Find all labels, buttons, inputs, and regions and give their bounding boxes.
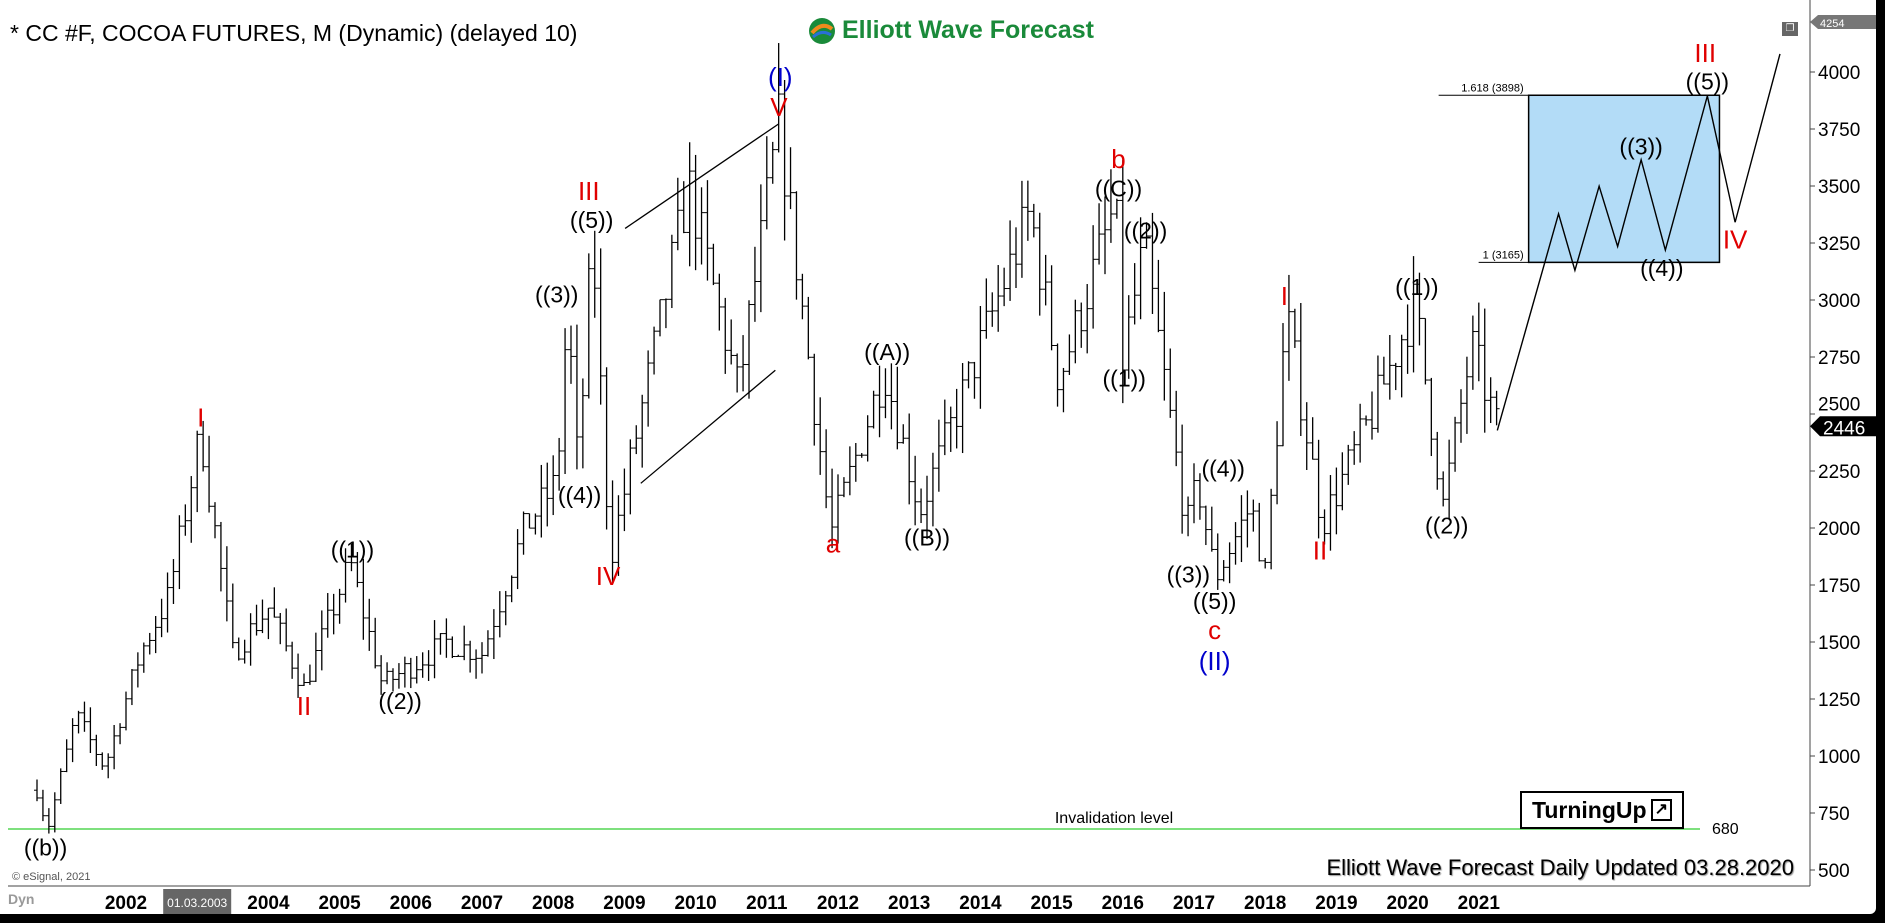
x-tick-label: 2002	[105, 893, 147, 914]
wave-label: ((B))	[904, 524, 950, 550]
fib-target-box	[1527, 94, 1721, 264]
invalidation-value: 680	[1712, 821, 1739, 838]
y-tick-label: 2500	[1818, 394, 1860, 415]
x-tick-label: 2004	[247, 893, 290, 914]
x-tick-label: 2013	[888, 893, 930, 914]
wave-label: ((3))	[535, 282, 578, 308]
updated-note: Elliott Wave Forecast Daily Updated 03.2…	[1326, 855, 1794, 880]
copyright: © eSignal, 2021	[12, 871, 91, 883]
y-tick-label: 1250	[1818, 690, 1860, 711]
x-tick-label: 2019	[1315, 893, 1357, 914]
y-tick-label: 3500	[1818, 177, 1860, 198]
fib-1-label: 1 (3165)	[1483, 249, 1524, 261]
x-tick-label: 2006	[390, 893, 432, 914]
x-tick-label: 2012	[817, 893, 859, 914]
x-tick-label: 2007	[461, 893, 503, 914]
wave-label: b	[1111, 144, 1125, 174]
wave-label: ((4))	[1201, 456, 1244, 482]
wave-label: V	[770, 92, 788, 122]
x-tick-label: 2018	[1244, 893, 1286, 914]
wave-label: c	[1208, 615, 1221, 645]
crosshair-date-label: 01.03.2003	[167, 896, 227, 910]
wave-label: (II)	[1199, 646, 1231, 676]
y-tick-label: 1750	[1818, 576, 1860, 597]
wave-label: ((C))	[1095, 176, 1142, 202]
wave-label: ((A))	[864, 339, 910, 365]
wave-label: ((2))	[378, 688, 421, 714]
y-tick-label: 4000	[1818, 63, 1860, 84]
wave-label: IV	[596, 561, 621, 591]
last-price-label: 2446	[1823, 418, 1865, 439]
top-price-label: 4254	[1820, 18, 1844, 30]
wave-label: ((3))	[1167, 562, 1210, 588]
wave-label: IV	[1723, 224, 1748, 254]
wave-label: II	[297, 691, 311, 721]
wave-label: I	[1281, 281, 1288, 311]
wave-label: ((b))	[24, 835, 67, 861]
x-tick-label: 2015	[1030, 893, 1073, 914]
x-tick-label: 2017	[1173, 893, 1215, 914]
invalidation-label: Invalidation level	[1055, 810, 1173, 827]
wave-label: ((5))	[1686, 69, 1729, 95]
globe-logo-icon	[809, 17, 835, 44]
y-tick-label: 3750	[1818, 120, 1860, 141]
x-tick-label: 2016	[1102, 893, 1144, 914]
restore-window-button[interactable]: ❐	[1782, 22, 1798, 36]
y-tick-label: 2250	[1818, 462, 1860, 483]
x-tick-label: 2011	[746, 893, 788, 914]
chart-title: * CC #F, COCOA FUTURES, M (Dynamic) (del…	[10, 20, 578, 46]
projection-path	[1496, 53, 1781, 431]
x-tick-label: 2014	[959, 893, 1002, 914]
y-tick-label: 750	[1818, 804, 1850, 825]
y-tick-label: 2000	[1818, 519, 1860, 540]
x-tick-label: 2021	[1458, 893, 1501, 914]
diagonal-trendline	[624, 123, 780, 229]
y-tick-label: 500	[1818, 861, 1850, 882]
x-tick-label: 2010	[674, 893, 716, 914]
wave-label: (I)	[768, 62, 793, 92]
x-tick-label: 2009	[603, 893, 645, 914]
wave-label: III	[1694, 38, 1716, 68]
x-tick-label: 2008	[532, 893, 574, 914]
turning-up-text: TurningUp	[1532, 796, 1647, 823]
wave-label: II	[1313, 536, 1327, 566]
fib-1618-label: 1.618 (3898)	[1461, 82, 1523, 94]
y-tick-label: 1000	[1818, 747, 1860, 768]
x-tick-label: 2020	[1386, 893, 1428, 914]
y-tick-label: 2750	[1818, 348, 1860, 369]
wave-label: ((5))	[570, 207, 613, 233]
wave-label: ((3))	[1619, 134, 1662, 160]
wave-label: ((2))	[1124, 218, 1167, 244]
y-tick-label: 1500	[1818, 633, 1860, 654]
wave-label: III	[578, 176, 600, 206]
dyn-label: Dyn	[8, 891, 35, 907]
wave-label: ((4))	[1640, 255, 1683, 281]
wave-label: a	[826, 529, 841, 559]
turning-up-badge: TurningUp ↗	[1520, 791, 1684, 829]
logo: Elliott Wave Forecast	[808, 16, 1094, 45]
wave-label: ((1))	[1395, 274, 1438, 300]
x-tick-label: 2005	[318, 893, 361, 914]
crosshair-date-box	[163, 889, 232, 914]
top-price-marker	[1810, 15, 1876, 29]
wave-label: ((4))	[558, 482, 601, 508]
y-tick-label: 3250	[1818, 234, 1860, 255]
wave-label: ((5))	[1193, 588, 1236, 614]
last-price-marker	[1810, 416, 1876, 437]
wave-label: I	[197, 402, 204, 432]
wave-label: ((1))	[331, 536, 374, 562]
wave-label: ((2))	[1425, 512, 1468, 538]
arrow-up-right-icon: ↗	[1650, 799, 1672, 821]
logo-text: Elliott Wave Forecast	[842, 16, 1094, 44]
diagonal-trendline	[640, 369, 776, 484]
wave-label: ((1))	[1103, 366, 1146, 392]
y-tick-label: 3000	[1818, 291, 1860, 312]
